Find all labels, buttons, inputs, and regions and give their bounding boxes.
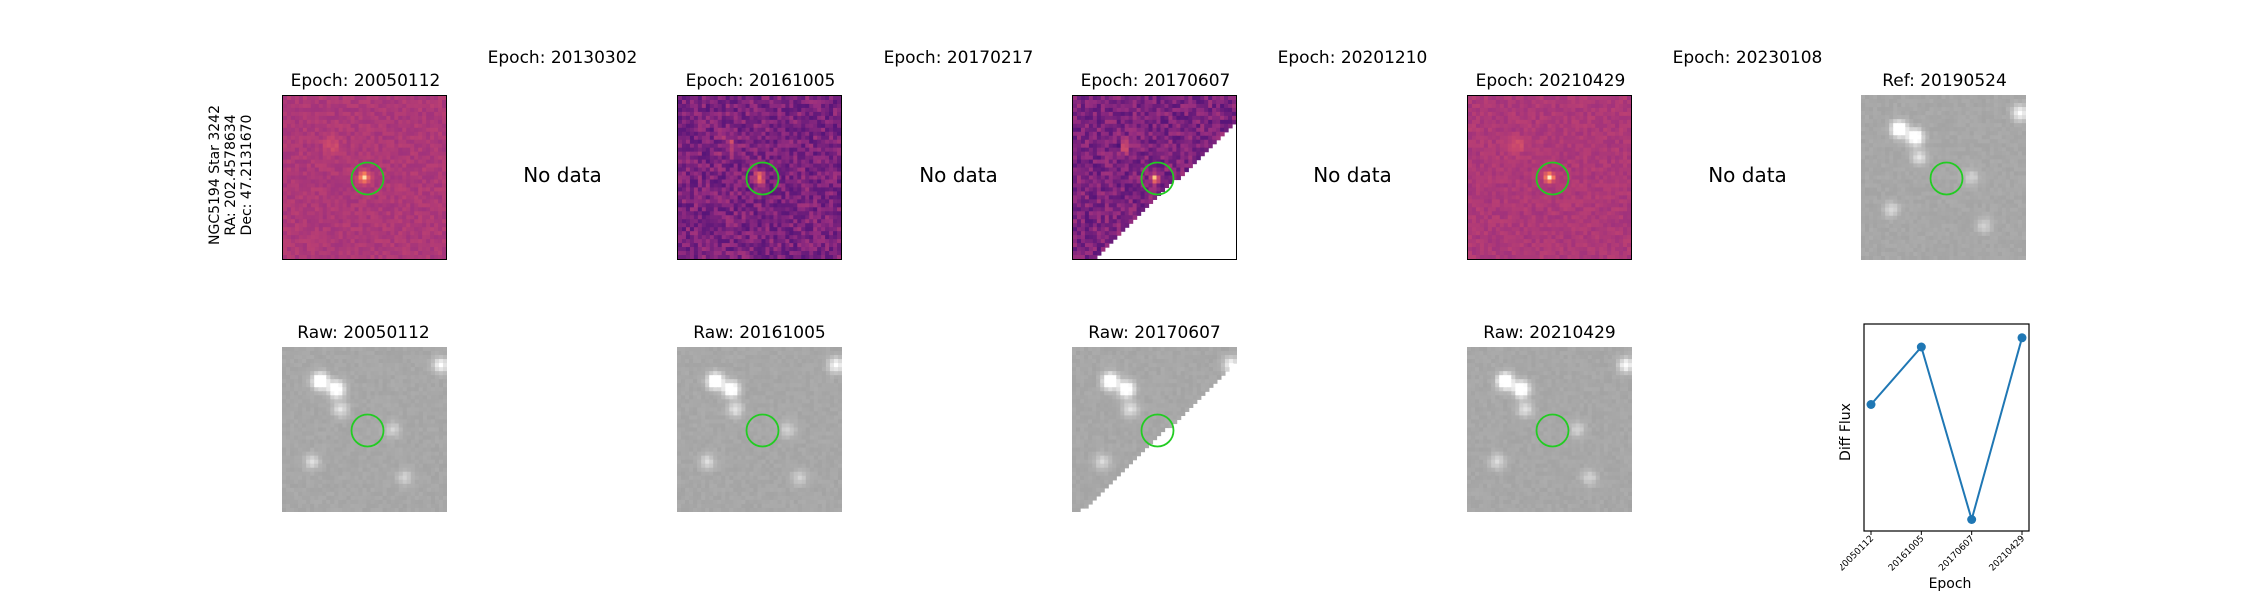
raw-title-1: Raw: 20050112 (297, 323, 430, 343)
data-point (1967, 515, 1977, 524)
raw-image (1072, 347, 1237, 512)
target-circle (1929, 161, 1964, 196)
epoch-title-6: Epoch: 20201210 (1277, 48, 1428, 68)
raw-image (1467, 347, 1632, 512)
raw-image-panel (677, 347, 842, 512)
light-curve-chart: 20050112 20161005 20170607 20210429 (1840, 323, 2030, 574)
diff-image-panel (282, 95, 447, 260)
epoch-title-3: Epoch: 20161005 (685, 71, 836, 91)
no-data-text: No data (1313, 163, 1392, 187)
target-circle (745, 161, 780, 196)
reference-image-panel (1861, 95, 2026, 260)
target-circle (1140, 161, 1175, 196)
series-line (1870, 337, 2023, 524)
epoch-title-8: Epoch: 20230108 (1672, 48, 1823, 68)
diff-image-panel (1467, 95, 1632, 260)
raw-image-panel (282, 347, 447, 512)
x-tick-label: 20050112 (1840, 534, 1876, 573)
x-tick-labels: 20050112 20161005 20170607 20210429 (1840, 534, 2027, 574)
raw-title-4: Raw: 20210429 (1483, 323, 1616, 343)
data-point (1916, 342, 1926, 352)
x-axis-label: Epoch (1928, 576, 1972, 592)
diff-image (283, 96, 446, 259)
no-data-text: No data (919, 163, 998, 187)
diff-image-panel (677, 95, 842, 260)
x-tick-label: 20170607 (1937, 534, 1976, 573)
target-circle (350, 413, 385, 448)
diff-image (678, 96, 841, 259)
epoch-title-7: Epoch: 20210429 (1475, 71, 1626, 91)
ref-title: Ref: 20190524 (1882, 71, 2007, 91)
raw-image (677, 347, 842, 512)
raw-title-3: Raw: 20170607 (1088, 323, 1221, 343)
epoch-title-5: Epoch: 20170607 (1080, 71, 1231, 91)
target-circle (1535, 161, 1570, 196)
series-path (1870, 337, 2023, 524)
diff-image (1468, 96, 1631, 259)
target-circle (350, 161, 385, 196)
diff-image-panel (1072, 95, 1237, 260)
reference-image (1861, 95, 2026, 260)
x-tick-label: 20161005 (1887, 534, 1926, 573)
no-data-text: No data (1708, 163, 1787, 187)
epoch-title-4: Epoch: 20170217 (883, 48, 1034, 68)
target-ra: RA: 202.4578634 (223, 114, 239, 236)
target-circle (1535, 413, 1570, 448)
raw-title-2: Raw: 20161005 (693, 323, 826, 343)
no-data-text: No data (523, 163, 602, 187)
target-dec: Dec: 47.2131670 (239, 114, 255, 236)
epoch-title-1: Epoch: 20050112 (290, 71, 441, 91)
data-point (1866, 400, 1876, 409)
target-name: NGC5194 Star 3242 (207, 105, 223, 245)
series-points (1866, 333, 2027, 524)
raw-image-panel (1467, 347, 1632, 512)
chart-frame (1863, 323, 2030, 532)
target-circle (745, 413, 780, 448)
data-point (2017, 333, 2027, 343)
raw-image-panel (1072, 347, 1237, 512)
diff-image (1073, 96, 1236, 259)
x-ticks (1870, 531, 2023, 535)
epoch-title-2: Epoch: 20130302 (487, 48, 638, 68)
raw-image (282, 347, 447, 512)
x-tick-label: 20210429 (1988, 534, 2028, 574)
target-circle (1140, 413, 1175, 448)
